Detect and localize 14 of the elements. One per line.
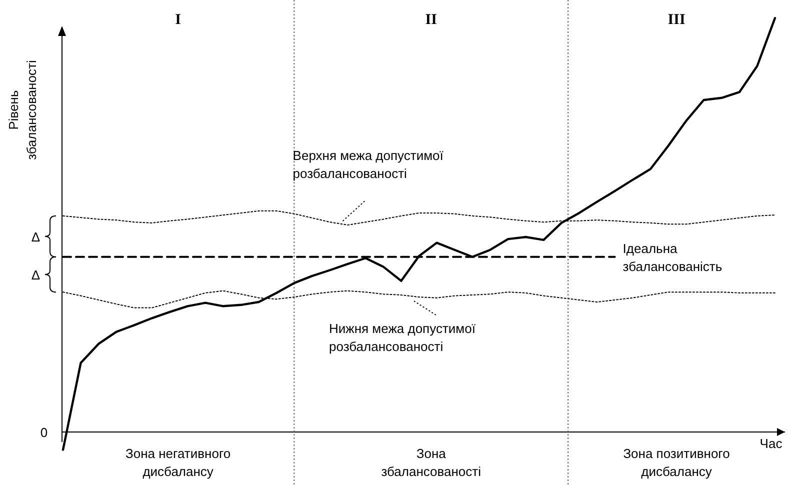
text: Верхня межа допустимої розбалансованості <box>292 148 444 182</box>
annotation: Зона збалансованості <box>381 446 482 480</box>
annotation: III <box>668 12 686 28</box>
text: Δ <box>31 229 40 244</box>
series-label: Ідеальна збалансованість <box>622 240 722 274</box>
text: Δ <box>31 267 40 282</box>
legend-label: Нижня межа допустимої розбалансованості <box>329 321 476 354</box>
annotation: Зона негативного дисбалансу <box>126 446 231 480</box>
annotation: Зона позитивного дисбалансу <box>623 446 730 480</box>
annotation: II <box>425 12 438 28</box>
x-axis-title: Час <box>760 436 783 451</box>
text: 0 <box>40 425 48 440</box>
annotation: I <box>175 12 182 28</box>
y-axis-title: Рівень збалансованості <box>6 60 40 160</box>
